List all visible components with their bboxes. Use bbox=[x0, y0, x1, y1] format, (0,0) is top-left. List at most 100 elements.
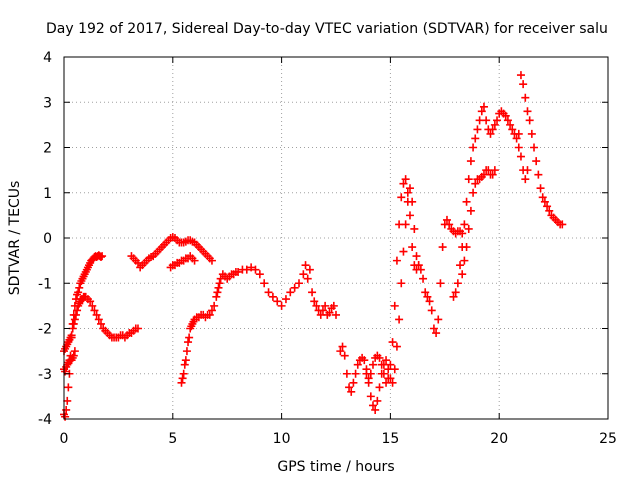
data-point bbox=[207, 306, 216, 315]
data-point bbox=[214, 283, 223, 292]
data-point bbox=[379, 360, 388, 369]
data-point bbox=[310, 297, 319, 306]
data-point bbox=[375, 383, 384, 392]
data-point bbox=[458, 229, 467, 238]
y-tick-label: 4 bbox=[43, 50, 52, 66]
data-series bbox=[127, 233, 216, 272]
data-series bbox=[60, 251, 107, 421]
data-point bbox=[73, 306, 82, 315]
data-point bbox=[345, 383, 354, 392]
data-point bbox=[377, 369, 386, 378]
data-point bbox=[207, 256, 216, 265]
data-point bbox=[255, 270, 264, 279]
data-point bbox=[392, 256, 401, 265]
data-point bbox=[490, 166, 499, 175]
data-point bbox=[508, 125, 517, 134]
y-axis-label: SDTVAR / TECUs bbox=[7, 181, 23, 296]
data-point bbox=[281, 295, 290, 304]
data-point bbox=[86, 297, 95, 306]
y-tick-label: 3 bbox=[43, 95, 52, 111]
data-point bbox=[530, 143, 539, 152]
y-tick-label: -4 bbox=[38, 412, 52, 428]
data-point bbox=[405, 184, 414, 193]
data-point bbox=[456, 261, 465, 270]
data-point bbox=[210, 301, 219, 310]
data-point bbox=[321, 301, 330, 310]
data-point bbox=[264, 288, 273, 297]
data-point bbox=[390, 365, 399, 374]
data-point bbox=[416, 265, 425, 274]
data-point bbox=[215, 279, 224, 288]
data-point bbox=[268, 292, 277, 301]
data-point bbox=[299, 270, 308, 279]
data-point bbox=[473, 125, 482, 134]
data-point bbox=[251, 265, 260, 274]
x-tick-label: 15 bbox=[381, 431, 399, 447]
data-point bbox=[325, 308, 334, 317]
y-tick-label: -2 bbox=[38, 322, 52, 338]
data-point bbox=[71, 310, 80, 319]
data-point bbox=[501, 111, 510, 120]
data-point bbox=[212, 292, 221, 301]
data-point bbox=[488, 125, 497, 134]
data-point bbox=[423, 292, 432, 301]
data-point bbox=[180, 360, 189, 369]
y-tick-label: -3 bbox=[38, 367, 52, 383]
data-point bbox=[464, 175, 473, 184]
data-point bbox=[516, 152, 525, 161]
data-point bbox=[177, 378, 186, 387]
data-point bbox=[336, 347, 345, 356]
data-point bbox=[493, 116, 502, 125]
data-point bbox=[338, 342, 347, 351]
data-point bbox=[462, 197, 471, 206]
data-point bbox=[412, 252, 421, 261]
data-point bbox=[332, 310, 340, 319]
data-point bbox=[390, 301, 399, 310]
data-point bbox=[375, 353, 384, 362]
data-point bbox=[92, 310, 101, 319]
x-tick-label: 0 bbox=[60, 431, 69, 447]
data-point bbox=[521, 93, 530, 102]
data-point bbox=[96, 253, 105, 262]
data-point bbox=[388, 338, 397, 347]
data-point bbox=[558, 220, 567, 229]
data-point bbox=[429, 324, 438, 333]
data-point bbox=[462, 243, 471, 252]
data-series bbox=[177, 261, 340, 387]
y-tick-label: 1 bbox=[43, 186, 52, 202]
data-point bbox=[98, 252, 107, 261]
data-point bbox=[305, 265, 314, 274]
data-point bbox=[290, 283, 299, 292]
x-tick-label: 5 bbox=[168, 431, 177, 447]
data-point bbox=[399, 247, 408, 256]
data-point bbox=[74, 288, 83, 297]
data-series bbox=[458, 143, 532, 279]
data-point bbox=[88, 301, 97, 310]
tick-layer: 0 5 10 15 20 25 -4 -3 -2 -1 0 1 2 3 4 bbox=[38, 50, 617, 447]
data-point bbox=[185, 333, 194, 342]
data-point bbox=[434, 315, 443, 324]
data-point bbox=[395, 315, 404, 324]
data-point bbox=[486, 129, 495, 138]
data-point bbox=[351, 369, 360, 378]
data-point bbox=[403, 188, 412, 197]
data-point bbox=[286, 288, 295, 297]
data-point bbox=[466, 206, 475, 215]
data-point bbox=[410, 224, 419, 233]
data-point bbox=[64, 383, 73, 392]
data-point bbox=[540, 197, 549, 206]
data-point bbox=[521, 175, 530, 184]
data-point bbox=[419, 274, 428, 283]
data-point bbox=[303, 274, 312, 283]
data-point bbox=[96, 319, 105, 328]
data-point bbox=[516, 71, 525, 80]
data-point bbox=[94, 315, 103, 324]
data-point bbox=[386, 374, 395, 383]
data-point bbox=[273, 297, 282, 306]
data-point bbox=[408, 197, 417, 206]
data-point bbox=[353, 360, 362, 369]
data-point bbox=[449, 292, 458, 301]
data-point bbox=[503, 116, 512, 125]
data-point bbox=[133, 324, 142, 333]
